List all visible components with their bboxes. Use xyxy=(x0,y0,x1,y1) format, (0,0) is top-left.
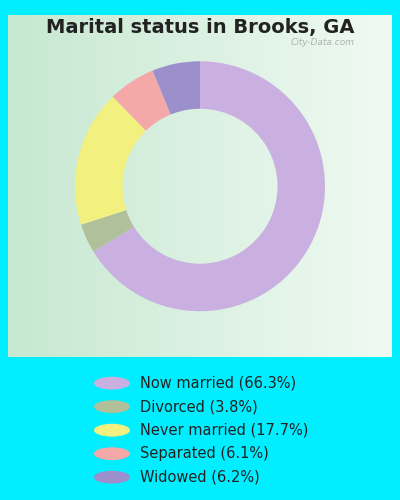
Text: Now married (66.3%): Now married (66.3%) xyxy=(140,376,296,390)
Circle shape xyxy=(94,424,130,436)
Text: Widowed (6.2%): Widowed (6.2%) xyxy=(140,470,260,484)
Wedge shape xyxy=(94,61,325,311)
Wedge shape xyxy=(81,210,134,252)
Text: Divorced (3.8%): Divorced (3.8%) xyxy=(140,399,258,414)
Text: Never married (17.7%): Never married (17.7%) xyxy=(140,422,308,438)
Text: Separated (6.1%): Separated (6.1%) xyxy=(140,446,269,461)
Text: City-Data.com: City-Data.com xyxy=(291,38,355,47)
Circle shape xyxy=(94,471,130,484)
Wedge shape xyxy=(75,96,146,224)
Circle shape xyxy=(94,400,130,413)
Circle shape xyxy=(94,376,130,390)
Wedge shape xyxy=(152,61,200,114)
Wedge shape xyxy=(113,70,170,130)
Text: Marital status in Brooks, GA: Marital status in Brooks, GA xyxy=(46,18,354,36)
Circle shape xyxy=(94,448,130,460)
